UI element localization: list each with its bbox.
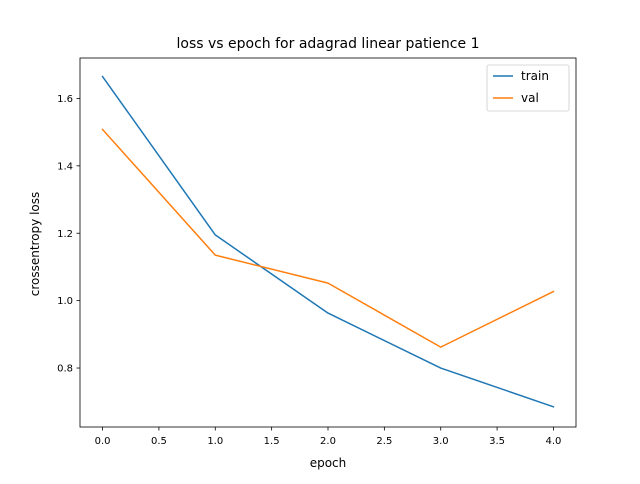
x-axis: 0.0 0.5 1.0 1.5 2.0 2.5 3.0 3.5 4.0 [95,427,562,447]
series-line-train [101,75,555,408]
chart-title: loss vs epoch for adagrad linear patienc… [177,36,480,52]
y-tick-label: 1.6 [57,94,73,105]
x-tick-label: 3.0 [433,436,449,447]
x-tick-label: 2.5 [376,436,392,447]
legend-label-val: val [521,91,539,105]
y-axis: 0.8 1.0 1.2 1.4 1.6 [57,94,80,375]
legend: train val [486,64,570,112]
y-tick-label: 1.4 [57,161,73,172]
x-tick-label: 0.0 [95,436,111,447]
series-line-val [101,128,555,348]
y-axis-label: crossentropy loss [28,192,42,297]
x-tick-label: 3.5 [489,436,505,447]
x-tick-label: 1.0 [207,436,223,447]
x-tick-label: 1.5 [264,436,280,447]
y-tick-label: 0.8 [57,364,73,375]
legend-label-train: train [521,69,549,83]
y-tick-label: 1.0 [57,296,73,307]
x-tick-label: 4.0 [546,436,562,447]
x-tick-label: 0.5 [151,436,167,447]
series-layer [101,75,555,408]
x-axis-label: epoch [310,456,347,470]
x-tick-label: 2.0 [320,436,336,447]
y-tick-label: 1.2 [57,229,73,240]
